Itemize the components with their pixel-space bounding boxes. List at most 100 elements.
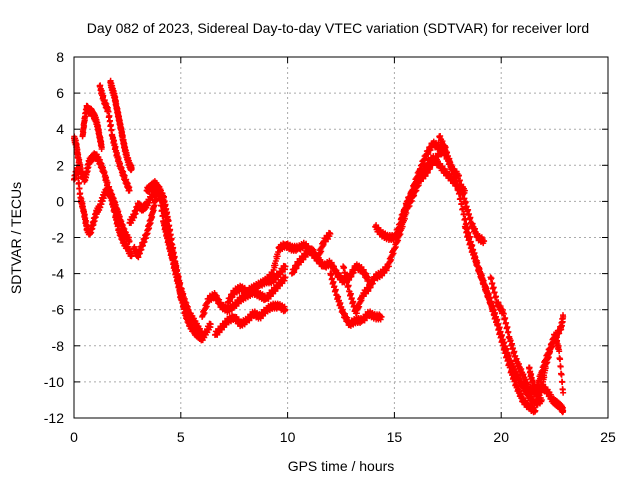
data-point-interp	[350, 298, 357, 305]
data-point-interp	[329, 275, 336, 282]
data-point-interp	[478, 272, 485, 279]
data-point	[207, 321, 214, 328]
data-point	[378, 313, 385, 320]
data-point-interp	[463, 228, 470, 235]
data-point-interp	[76, 179, 83, 186]
chart-title: Day 082 of 2023, Sidereal Day-to-day VTE…	[87, 20, 589, 36]
data-point-interp	[176, 283, 183, 290]
data-point-interp	[502, 315, 509, 322]
data-point-interp	[501, 344, 508, 351]
y-tick-label: -10	[44, 374, 64, 390]
data-point-interp	[493, 293, 500, 300]
grid-lines	[74, 57, 608, 418]
data-point-interp	[509, 345, 516, 352]
x-axis-ticks: 0 5 10 15 20 25	[70, 57, 616, 445]
data-point-interp	[499, 337, 506, 344]
data-point-interp	[175, 278, 182, 285]
y-tick-label: -2	[52, 230, 65, 246]
data-point-interp	[168, 235, 175, 242]
data-point-interp	[466, 236, 473, 243]
y-axis-ticks: -12 -10 -8 -6 -4 -2 0 2 4 6 8	[44, 49, 608, 426]
data-point-interp	[469, 246, 476, 253]
data-point-interp	[462, 224, 469, 231]
data-point-interp	[328, 271, 335, 278]
data-point-interp	[490, 306, 497, 313]
data-point-interp	[444, 149, 451, 156]
data-point-interp	[176, 288, 183, 295]
data-point-interp	[74, 169, 81, 176]
y-tick-label: 4	[56, 121, 64, 137]
data-point	[128, 252, 135, 259]
data-point-interp	[454, 181, 461, 188]
data-point-interp	[494, 321, 501, 328]
data-point-interp	[529, 377, 536, 384]
y-tick-label: -8	[52, 338, 65, 354]
data-point-interp	[491, 310, 498, 317]
data-point-interp	[557, 356, 564, 363]
data-point-interp	[341, 264, 348, 271]
data-point	[199, 331, 206, 338]
data-point-interp	[348, 295, 355, 302]
data-point-interp	[456, 190, 463, 197]
data-point-interp	[479, 276, 486, 283]
data-point	[282, 274, 289, 281]
data-point-interp	[331, 283, 338, 290]
x-tick-label: 15	[387, 429, 403, 445]
data-point	[481, 238, 488, 245]
x-tick-label: 5	[177, 429, 185, 445]
data-point	[327, 230, 334, 237]
data-point	[560, 313, 567, 320]
data-point-interp	[460, 211, 467, 218]
data-point-interp	[345, 282, 352, 289]
y-tick-label: 2	[56, 157, 64, 173]
y-tick-label: 6	[56, 85, 64, 101]
data-point-interp	[504, 324, 511, 331]
data-point-interp	[471, 253, 478, 260]
data-point	[126, 187, 133, 194]
data-point-interp	[347, 290, 354, 297]
y-tick-label: 8	[56, 49, 64, 65]
x-axis-label: GPS time / hours	[288, 458, 395, 474]
data-point-interp	[332, 286, 339, 293]
data-point-interp	[559, 379, 566, 386]
x-tick-label: 0	[70, 429, 78, 445]
data-point-interp	[483, 285, 490, 292]
data-point-interp	[488, 302, 495, 309]
data-point-interp	[462, 215, 469, 222]
data-point-interp	[451, 173, 458, 180]
data-point-interp	[462, 198, 469, 205]
data-point	[128, 165, 135, 172]
y-axis-label: SDTVAR / TECUs	[8, 182, 24, 294]
data-point-interp	[505, 328, 512, 335]
data-points	[71, 77, 567, 416]
data-point	[98, 144, 105, 151]
data-point-interp	[450, 169, 457, 176]
data-point-interp	[488, 275, 495, 282]
data-point-interp	[467, 214, 474, 221]
data-point-interp	[495, 326, 502, 333]
data-point-interp	[343, 273, 350, 280]
x-tick-label: 10	[280, 429, 296, 445]
data-point-interp	[330, 278, 337, 285]
data-point-interp	[457, 195, 464, 202]
data-point-interp	[458, 200, 465, 207]
y-tick-label: 0	[56, 193, 64, 209]
data-point-interp	[507, 337, 514, 344]
data-point-interp	[467, 239, 474, 246]
data-point-interp	[558, 371, 565, 378]
data-point-interp	[449, 166, 456, 173]
data-point-interp	[502, 349, 509, 356]
data-point	[560, 389, 567, 396]
data-point-interp	[344, 278, 351, 285]
data-point-interp	[557, 363, 564, 370]
y-tick-label: -12	[44, 410, 64, 426]
data-point	[177, 295, 184, 302]
data-point-interp	[556, 348, 563, 355]
data-point-interp	[341, 269, 348, 276]
data-point-interp	[485, 291, 492, 298]
data-point-interp	[337, 300, 344, 307]
data-point-interp	[492, 313, 499, 320]
data-point	[282, 263, 289, 270]
data-point-interp	[460, 205, 467, 212]
